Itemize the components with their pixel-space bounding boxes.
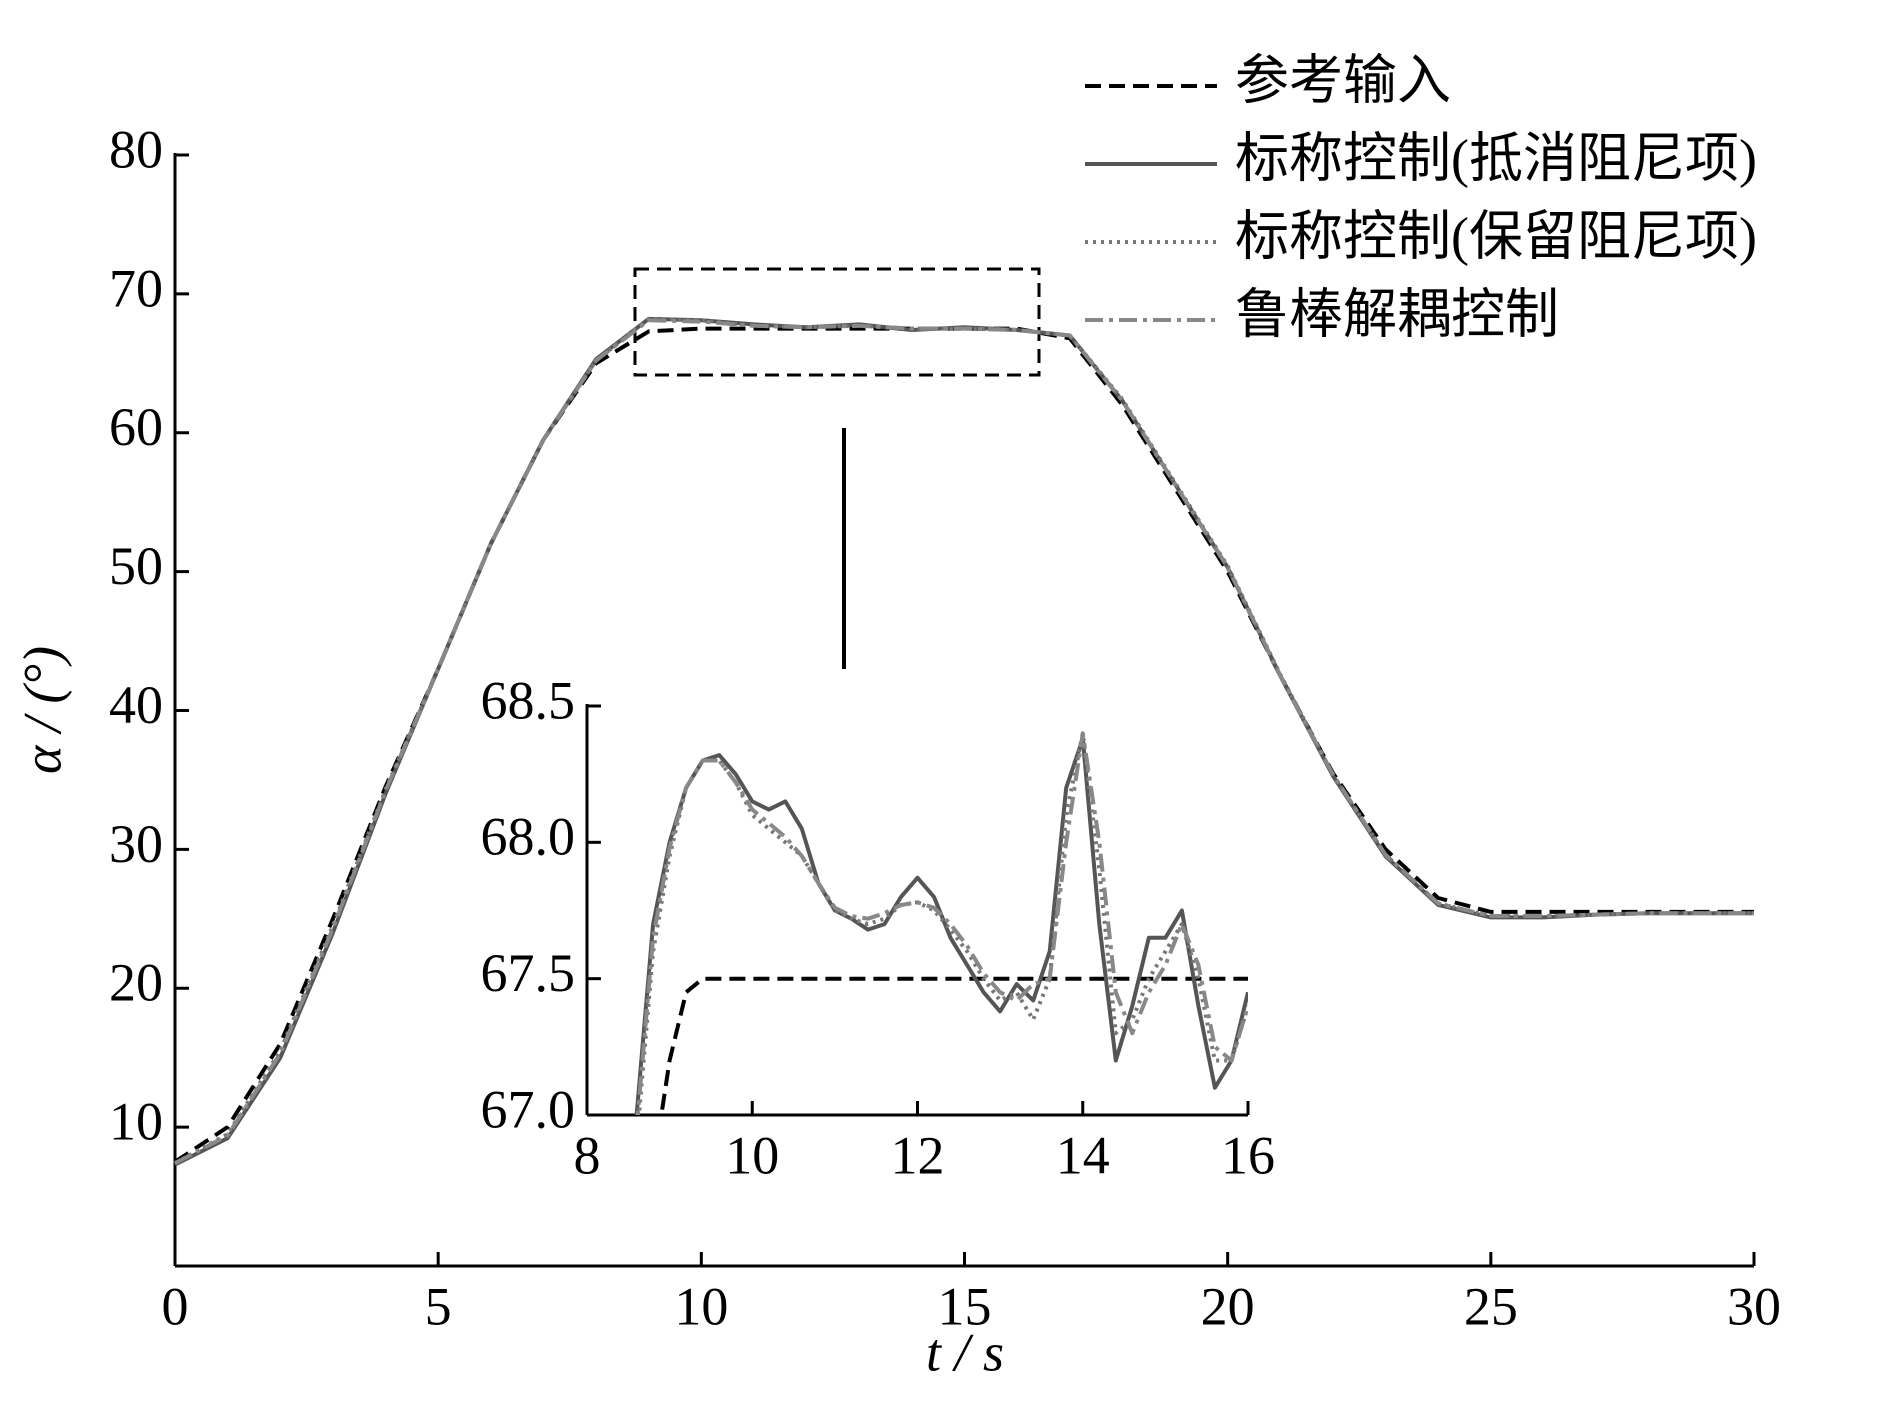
legend-label: 鲁棒解耦控制 <box>1235 284 1559 344</box>
x-tick-label: 5 <box>425 1276 452 1336</box>
series-line <box>635 731 1248 1115</box>
x-tick-label: 8 <box>574 1125 601 1185</box>
y-tick-label: 60 <box>109 397 163 457</box>
y-axis-label: α / (°) <box>12 646 72 774</box>
legend-label: 标称控制(保留阻尼项) <box>1235 206 1757 266</box>
series-line <box>174 316 1754 1165</box>
y-tick-label: 20 <box>109 953 163 1013</box>
legend-label: 参考输入 <box>1235 50 1451 110</box>
y-tick-label: 67.5 <box>481 943 576 1003</box>
y-tick-label: 10 <box>109 1092 163 1152</box>
series-line <box>636 731 1248 1115</box>
x-tick-label: 10 <box>725 1125 779 1185</box>
series-line <box>173 326 1754 1164</box>
y-tick-label: 80 <box>109 119 163 179</box>
y-tick-label: 68.0 <box>481 807 576 867</box>
x-tick-label: 16 <box>1221 1125 1275 1185</box>
x-tick-label: 12 <box>891 1125 945 1185</box>
x-tick-label: 10 <box>674 1276 728 1336</box>
zoom-box <box>633 267 1041 377</box>
series-line <box>659 976 1248 1115</box>
series-line <box>174 318 1754 1165</box>
series-line <box>634 736 1248 1115</box>
x-tick-label: 0 <box>162 1276 189 1336</box>
x-tick-label: 14 <box>1056 1125 1110 1185</box>
x-tick-label: 20 <box>1201 1276 1255 1336</box>
y-tick-label: 70 <box>109 258 163 318</box>
y-tick-label: 30 <box>109 814 163 874</box>
x-tick-label: 30 <box>1727 1276 1781 1336</box>
y-tick-label: 67.0 <box>481 1079 576 1139</box>
y-tick-label: 40 <box>109 675 163 735</box>
x-tick-label: 25 <box>1464 1276 1518 1336</box>
series-line <box>174 316 1754 1167</box>
x-axis-label: t / s <box>926 1322 1004 1382</box>
x-tick-label: 15 <box>938 1276 992 1336</box>
y-tick-label: 68.5 <box>481 670 576 730</box>
y-tick-label: 50 <box>109 536 163 596</box>
legend-label: 标称控制(抵消阻尼项) <box>1235 128 1757 188</box>
